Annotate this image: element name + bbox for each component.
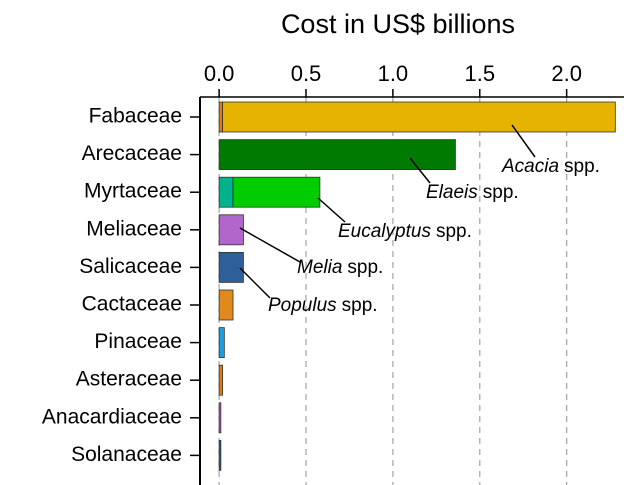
bar-segment bbox=[218, 402, 222, 434]
annotation-suffix: spp. bbox=[347, 257, 383, 278]
annotation-line bbox=[239, 227, 301, 263]
annotation: Eucalyptus spp. bbox=[338, 221, 472, 242]
x-tick-label: 2.0 bbox=[551, 61, 582, 86]
annotation-genus: Elaeis bbox=[426, 182, 478, 203]
y-tick-label: Anacardiaceae bbox=[42, 405, 182, 428]
bar-segment bbox=[222, 101, 616, 133]
annotation-genus: Populus bbox=[268, 295, 337, 316]
annotation: Elaeis spp. bbox=[426, 182, 519, 203]
y-tick-label: Arecaceae bbox=[82, 142, 182, 165]
annotation-suffix: spp. bbox=[483, 182, 519, 203]
annotation-suffix: spp. bbox=[436, 221, 472, 242]
x-tick-label: 1.0 bbox=[378, 61, 409, 86]
y-tick-label: Solanaceae bbox=[71, 443, 182, 466]
annotation: Populus spp. bbox=[268, 295, 378, 316]
y-tick-label: Pinaceae bbox=[94, 330, 182, 353]
annotation-line bbox=[511, 124, 536, 158]
x-tick-label: 0.0 bbox=[204, 61, 235, 86]
y-tick-label: Fabaceae bbox=[89, 105, 182, 128]
x-tick-label: 1.5 bbox=[464, 61, 495, 86]
bar-segment bbox=[232, 176, 321, 208]
bar-segment bbox=[218, 364, 223, 396]
y-tick-label: Asteraceae bbox=[76, 368, 182, 391]
y-tick-label: Meliaceae bbox=[86, 217, 182, 240]
y-tick-label: Cactaceae bbox=[82, 293, 182, 316]
bar-segment bbox=[218, 176, 234, 208]
bar-segment bbox=[218, 214, 244, 246]
x-tick-label: 0.5 bbox=[291, 61, 322, 86]
annotation-line bbox=[317, 197, 346, 223]
bar-segment bbox=[218, 251, 244, 283]
annotation-line bbox=[409, 157, 431, 184]
annotation: Melia spp. bbox=[297, 257, 383, 278]
axis-title: Cost in US$ billions bbox=[281, 9, 515, 39]
annotation: Acacia spp. bbox=[501, 156, 600, 177]
annotation-genus: Acacia bbox=[501, 156, 559, 177]
annotation-suffix: spp. bbox=[342, 295, 378, 316]
bar-segment bbox=[218, 101, 223, 133]
annotation-suffix: spp. bbox=[564, 156, 600, 177]
bar-segment bbox=[218, 139, 456, 171]
bar-segment bbox=[218, 327, 225, 359]
annotation-genus: Melia bbox=[297, 257, 342, 278]
bar-segment bbox=[218, 289, 234, 321]
y-tick-label: Myrtaceae bbox=[84, 180, 182, 203]
bar-segment bbox=[218, 439, 222, 471]
y-tick-label: Salicaceae bbox=[79, 255, 182, 278]
annotation-genus: Eucalyptus bbox=[338, 221, 431, 242]
annotation-line bbox=[239, 267, 271, 299]
